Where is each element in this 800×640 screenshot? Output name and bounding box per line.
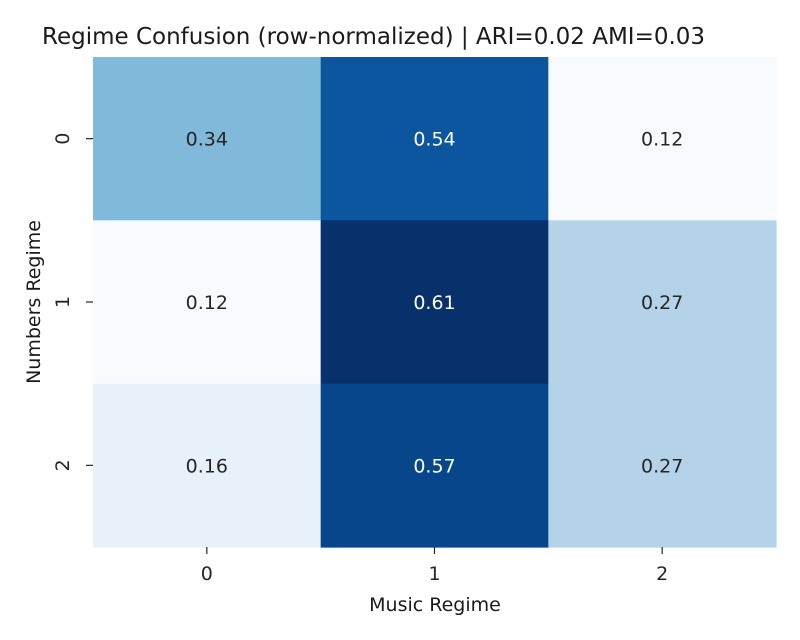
x-axis-ticks: 0 1 2 (201, 547, 668, 585)
heatmap-cell-r1-c0 (93, 220, 322, 385)
y-axis-ticks: 0 1 2 (52, 133, 93, 471)
cell-value-label-r0-c2: 0.12 (641, 129, 683, 151)
heatmap-cell-r0-c2 (548, 57, 777, 221)
x-tick-label-2: 2 (656, 563, 668, 585)
cell-value-label-r2-c0: 0.16 (186, 455, 228, 477)
x-tick-label-1: 1 (428, 563, 440, 585)
cell-value-label-r2-c1: 0.57 (413, 455, 455, 477)
heatmap-value-labels: 0.34 0.54 0.12 0.12 0.61 0.27 0.16 0.57 0.27 (186, 129, 684, 478)
heatmap-cell-r1-c1 (320, 220, 549, 385)
x-axis-label: Music Regime (369, 594, 501, 616)
heatmap-cell-r1-c2 (548, 220, 777, 385)
y-tick-label-0: 0 (52, 133, 74, 145)
cell-value-label-r0-c0: 0.34 (186, 129, 228, 151)
heatmap-cell-r0-c0 (93, 57, 322, 221)
heatmap-cell-r2-c2 (548, 383, 777, 548)
y-tick-label-2: 2 (52, 459, 74, 471)
cell-value-label-r1-c1: 0.61 (413, 292, 455, 314)
cell-value-label-r1-c0: 0.12 (186, 292, 228, 314)
heatmap-cells (93, 57, 777, 548)
heatmap-cell-r0-c1 (320, 57, 549, 221)
heatmap-cell-r2-c1 (320, 383, 549, 548)
x-tick-label-0: 0 (201, 563, 213, 585)
y-axis-label: Numbers Regime (23, 220, 45, 384)
cell-value-label-r2-c2: 0.27 (641, 455, 683, 477)
cell-value-label-r0-c1: 0.54 (413, 129, 455, 151)
y-tick-label-1: 1 (52, 296, 74, 308)
cell-value-label-r1-c2: 0.27 (641, 292, 683, 314)
chart-title: Regime Confusion (row-normalized) | ARI=… (42, 24, 705, 50)
heatmap-cell-r2-c0 (93, 383, 322, 548)
